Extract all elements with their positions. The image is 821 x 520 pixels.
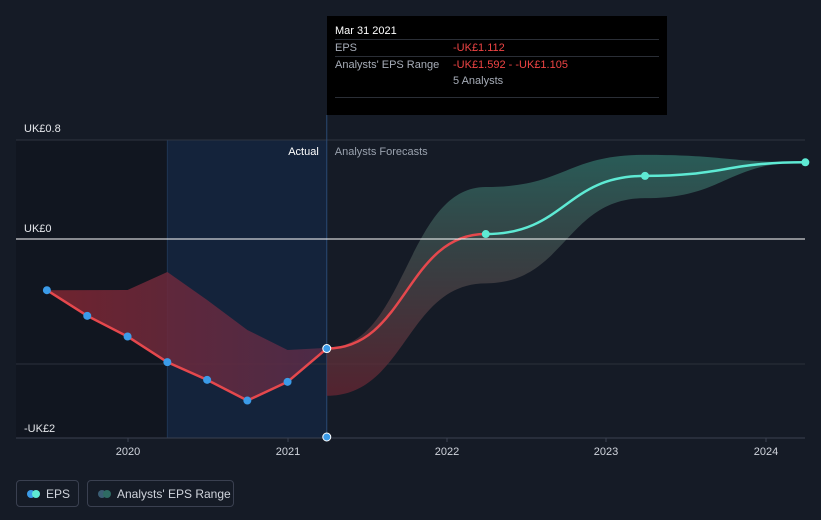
tooltip-analysts-count: 5 Analysts <box>453 75 504 87</box>
x-tick-label: 2021 <box>276 446 300 458</box>
forecast-range-area <box>326 154 806 396</box>
tooltip-range-low: -UK£1.592 <box>453 59 506 71</box>
tooltip-range-sep: - <box>505 59 516 71</box>
tooltip-range-high: -UK£1.105 <box>515 59 568 71</box>
hover-tooltip: Mar 31 2021 EPS -UK£1.112 Analysts' EPS … <box>327 16 667 115</box>
x-tick-label: 2022 <box>435 446 459 458</box>
legend-range-button[interactable]: Analysts' EPS Range <box>87 480 234 507</box>
eps-forecast-point <box>641 171 650 180</box>
tooltip-eps-row: EPS -UK£1.112 <box>335 39 659 56</box>
range-low-point <box>322 432 332 442</box>
past-range-area <box>46 272 327 401</box>
eps-forecast-point <box>481 230 490 239</box>
range-legend-icon <box>98 489 111 498</box>
tooltip-range-label: Analysts' EPS Range <box>335 59 440 71</box>
eps-point <box>283 377 292 386</box>
y-tick-label: UK£0.8 <box>24 123 61 135</box>
actual-section-label: Actual <box>288 146 319 158</box>
eps-legend-icon <box>27 489 40 498</box>
x-tick-label: 2023 <box>594 446 618 458</box>
x-tick-label: 2020 <box>116 446 140 458</box>
legend-range-label: Analysts' EPS Range <box>117 486 231 501</box>
y-tick-label: -UK£2 <box>24 423 55 435</box>
tooltip-divider <box>335 97 659 98</box>
y-tick-label: UK£0 <box>24 223 52 235</box>
eps-point <box>322 344 332 354</box>
eps-point <box>163 358 172 367</box>
eps-point <box>123 332 132 341</box>
tooltip-eps-label: EPS <box>335 42 358 54</box>
legend-eps-button[interactable]: EPS <box>16 480 79 507</box>
tooltip-analysts-row: 5 Analysts <box>335 73 659 89</box>
tooltip-range-row: Analysts' EPS Range -UK£1.592 - -UK£1.10… <box>335 56 659 73</box>
x-tick-label: 2024 <box>754 446 778 458</box>
tooltip-date: Mar 31 2021 <box>335 25 397 37</box>
legend-eps-label: EPS <box>46 486 71 501</box>
forecast-section-label: Analysts Forecasts <box>335 146 428 158</box>
eps-point <box>42 286 51 295</box>
eps-point <box>83 311 92 320</box>
eps-actual-line <box>46 289 328 402</box>
eps-point <box>243 396 252 405</box>
tooltip-eps-value: -UK£1.112 <box>453 42 505 54</box>
eps-forecast-point <box>801 158 810 167</box>
eps-point <box>203 375 212 384</box>
